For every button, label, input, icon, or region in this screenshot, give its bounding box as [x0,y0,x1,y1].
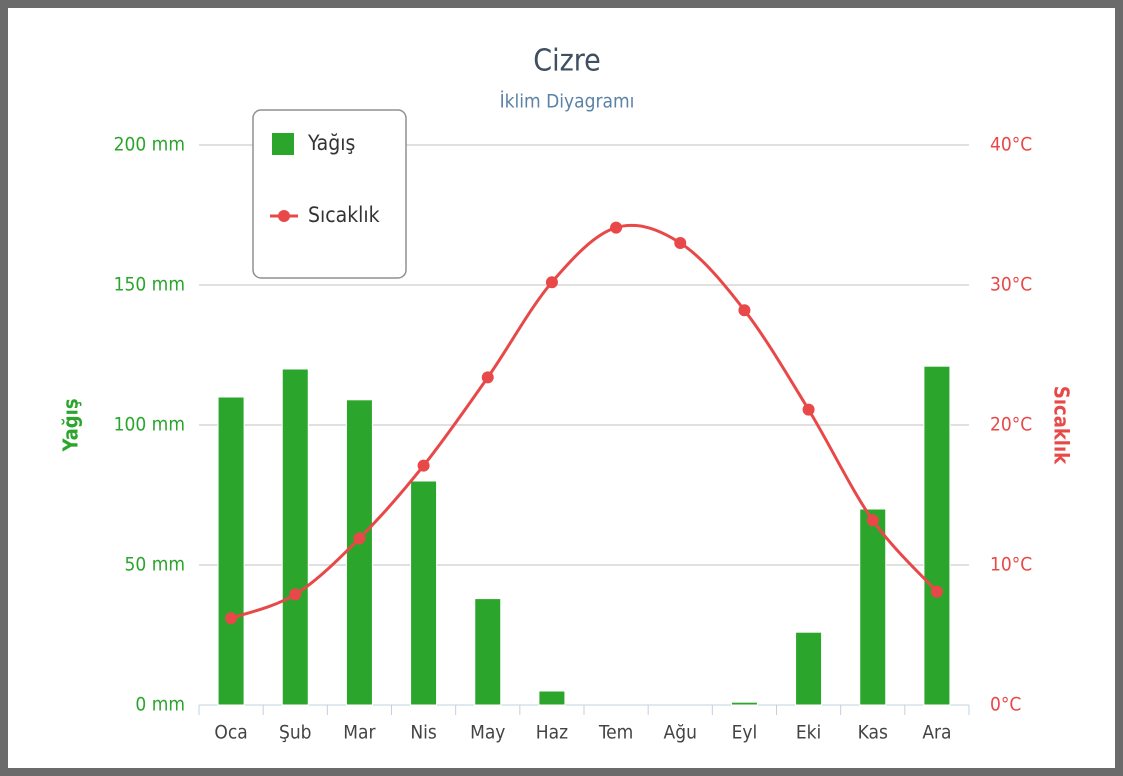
line-marker [866,514,879,527]
x-tick-label: Ağu [664,722,697,744]
legend-swatch [272,133,294,155]
x-tick-label: Ara [922,722,951,744]
line-marker [802,403,815,416]
chart-subtitle: İklim Diyagramı [500,90,635,113]
line-marker [225,612,238,625]
line-marker [610,221,623,234]
y-tick-label: 50 mm [125,554,185,576]
y-tick-label: 200 mm [114,134,185,156]
x-tick-label: Şub [279,722,312,744]
legend: Yağış Sıcaklık [252,109,407,279]
bar [859,508,887,706]
bar [410,480,438,706]
legend-label: Sıcaklık [308,203,380,227]
legend-swatch-marker [278,210,290,222]
bar [923,365,951,706]
y2-tick-label: 40°C [990,134,1032,156]
y-axis-title: Yağış [59,398,83,452]
y-tick-label: 100 mm [114,414,185,436]
x-tick-label: May [470,722,505,744]
bar [538,690,566,706]
bar [795,631,823,706]
x-tick-label: Oca [214,722,247,744]
bar [730,701,758,706]
line-marker [545,276,558,289]
line-marker [738,304,751,317]
bar [474,598,502,706]
y2-tick-label: 20°C [990,414,1032,436]
y-tick-label: 0 mm [135,694,185,716]
line-marker [417,459,430,472]
line-marker [353,532,366,545]
y2-tick-label: 30°C [990,274,1032,296]
line-marker [674,237,687,249]
y2-tick-label: 0°C [990,694,1021,716]
x-tick-label: Mar [343,722,376,744]
y2-axis-title: Sıcaklık [1050,386,1074,465]
y-tick-label: 150 mm [114,274,185,296]
line-marker [930,585,943,598]
bar [217,396,245,706]
x-tick-label: Nis [410,722,437,744]
x-tick-label: Eki [796,722,821,744]
line-marker [481,371,494,384]
chart-title: Cizre [533,44,601,79]
x-tick-label: Haz [536,722,568,744]
x-tick-label: Eyl [732,722,758,744]
x-tick-label: Tem [598,722,633,744]
x-tick-label: Kas [858,722,888,744]
bar [345,399,373,706]
bar [281,368,309,706]
line-marker [289,588,302,601]
y2-tick-label: 10°C [990,554,1032,576]
legend-label: Yağış [307,131,355,155]
